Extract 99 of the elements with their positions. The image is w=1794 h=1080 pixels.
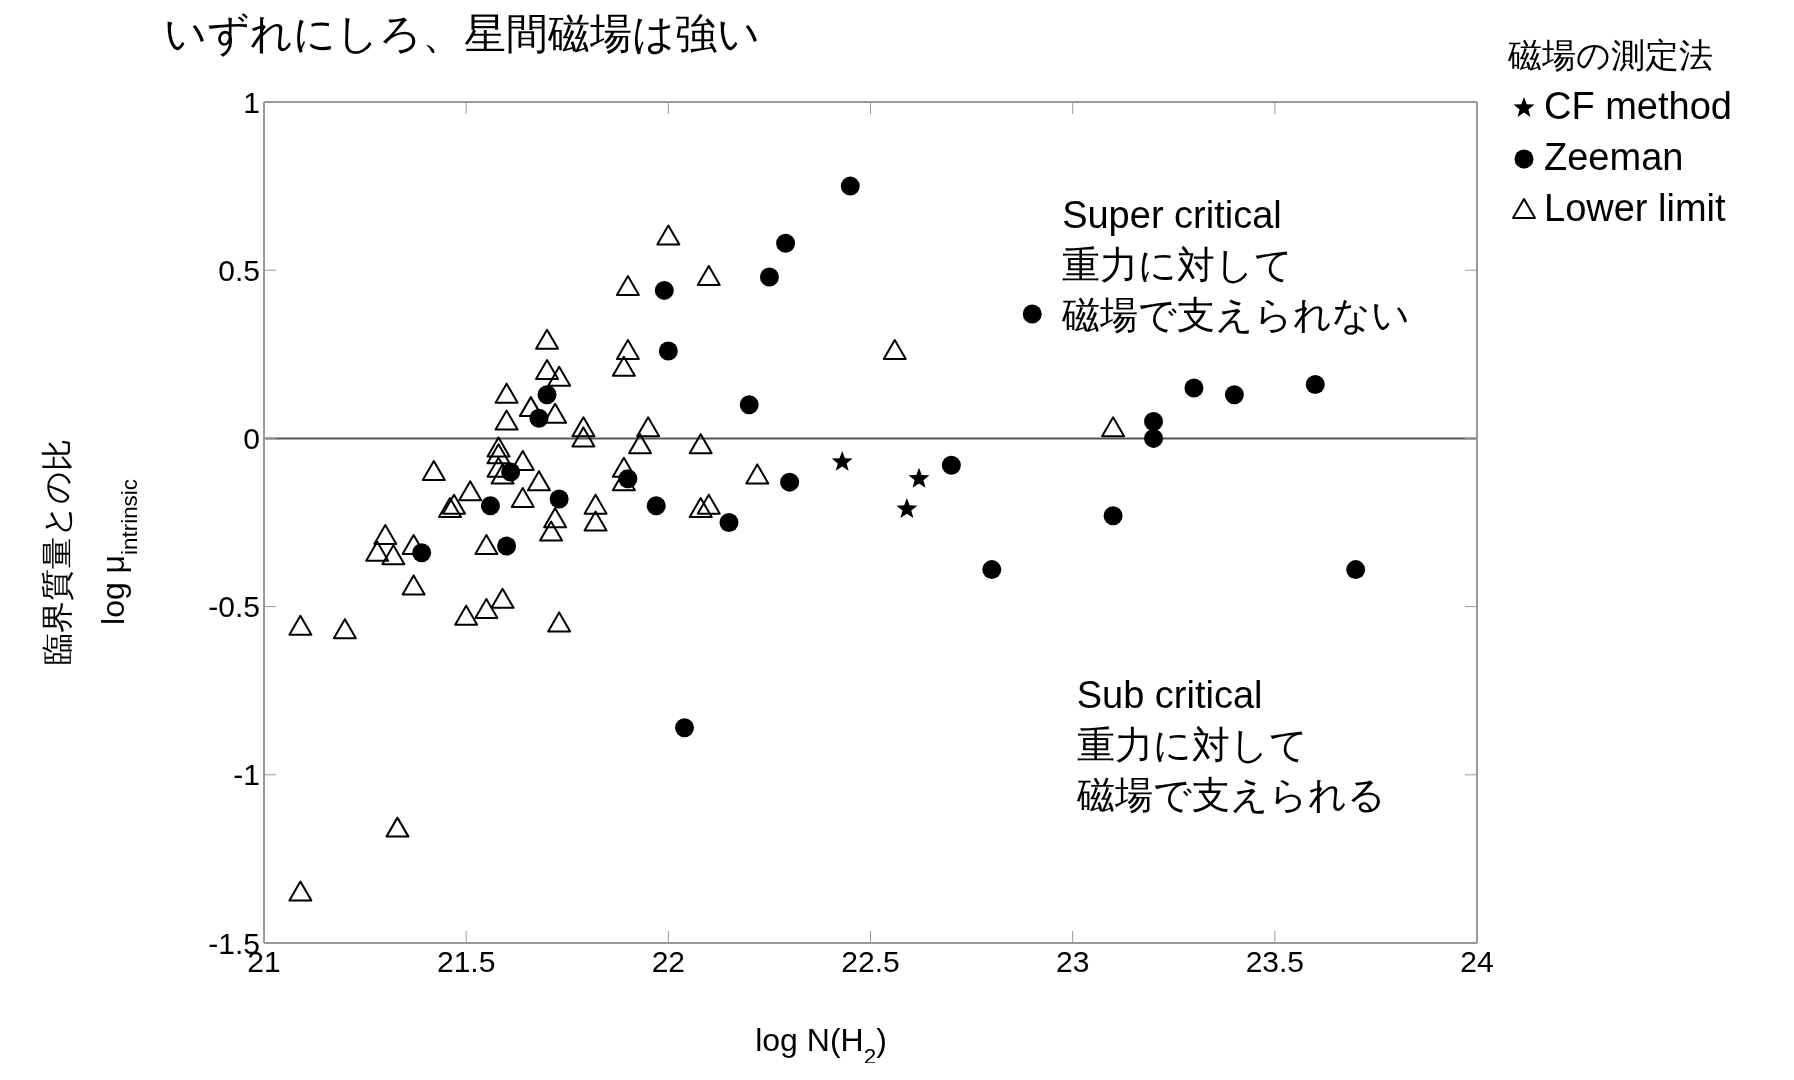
point [896,498,918,518]
point [571,416,596,438]
point [535,359,560,381]
point [1305,375,1325,395]
point [1224,385,1244,405]
point [656,224,681,246]
point [908,467,930,488]
point [332,618,357,640]
point [547,611,572,633]
point [442,493,467,515]
x-tick-label: 22.5 [841,945,900,979]
point [490,463,515,485]
point [288,614,313,636]
annotation: 磁場で支えられる [1075,774,1386,816]
point [675,718,695,738]
point [549,489,569,509]
point [494,382,519,404]
annotation: Sub critical [1076,674,1263,716]
point [437,497,462,519]
y-tick-label: -0.5 [208,590,260,624]
point [654,280,674,300]
point [1144,412,1164,432]
point [611,470,636,492]
x-tick-label: 24 [1460,945,1494,979]
annotation: 重力に対して [1076,724,1308,766]
point [288,880,313,902]
point [543,507,568,529]
point [1022,304,1042,324]
legend-label: CF method [1544,85,1732,127]
point [543,402,568,424]
x-tick-label: 22 [651,945,686,979]
point [739,395,759,415]
point [547,365,572,387]
point [1144,428,1164,448]
y-tick-label: -1 [233,758,260,792]
point [759,267,779,287]
point [982,560,1002,580]
point [696,264,721,286]
point [719,513,739,532]
point [840,176,860,196]
legend-label: Lower limit [1544,187,1726,229]
x-tick-label: 23.5 [1245,945,1305,979]
legend-title: 磁場の測定法 [1508,36,1713,74]
point [474,597,499,619]
point [373,523,398,545]
point [688,433,713,455]
point [776,233,796,253]
point [401,574,426,596]
legend-label: Zeeman [1544,136,1684,178]
x-tick-label: 21.5 [436,945,496,979]
point [831,450,853,471]
point [494,409,519,431]
point [628,433,653,455]
y-tick-label: 0.5 [218,253,260,287]
annotation: 磁場で支えられない [1061,294,1411,336]
y-tick-label: 0 [243,422,260,456]
point [454,604,479,626]
point [745,463,770,485]
point [646,496,666,516]
point [365,540,390,562]
point [1101,416,1126,438]
point [882,338,907,360]
point [510,486,535,508]
point [1346,560,1366,580]
point [497,536,517,556]
point [486,436,511,458]
annotation: 重力に対して [1062,244,1294,286]
x-tick-label: 23 [1055,945,1090,979]
point [583,510,608,532]
point [780,472,800,492]
x-axis-title: log N(H$_{2}$) [755,1022,887,1069]
point [1184,378,1204,398]
point [1103,506,1123,526]
point [583,493,608,515]
point [526,470,551,492]
point [615,275,640,297]
chart-title: いずれにしろ、星間磁場は強い [164,10,760,57]
point [636,416,661,438]
point [611,456,636,478]
point [537,385,557,405]
point [611,355,636,377]
point [539,520,564,542]
annotation: Super critical [1062,194,1282,236]
point [490,587,515,609]
point [421,460,446,482]
point [535,328,560,350]
point [458,480,483,502]
point [615,338,640,360]
point [658,341,678,361]
point [696,493,721,515]
point [688,497,713,519]
point [486,443,511,465]
y-tick-label: 1 [243,85,260,119]
point [571,426,596,448]
point [381,544,406,566]
point [385,816,410,838]
point [480,496,500,516]
point [474,534,499,556]
point [941,455,961,475]
